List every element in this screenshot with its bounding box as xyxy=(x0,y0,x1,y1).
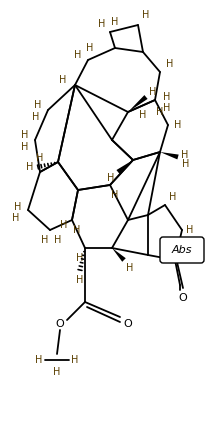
Text: H: H xyxy=(169,192,177,202)
Text: H: H xyxy=(139,110,147,120)
Polygon shape xyxy=(116,160,133,174)
Text: H: H xyxy=(14,202,22,212)
Text: H: H xyxy=(111,17,119,27)
Text: H: H xyxy=(111,190,119,200)
Text: H: H xyxy=(73,225,81,235)
Text: H: H xyxy=(60,220,68,230)
Text: O: O xyxy=(179,293,187,303)
Text: H: H xyxy=(36,153,44,163)
Text: H: H xyxy=(76,253,84,263)
Text: H: H xyxy=(76,275,84,285)
Text: H: H xyxy=(41,235,49,245)
Text: H: H xyxy=(12,213,20,223)
Text: H: H xyxy=(54,235,62,245)
Polygon shape xyxy=(160,152,179,159)
Text: H: H xyxy=(71,355,79,365)
Text: H: H xyxy=(107,173,115,183)
Text: H: H xyxy=(59,75,67,85)
Text: H: H xyxy=(181,150,189,160)
Text: H: H xyxy=(142,10,150,20)
Text: O: O xyxy=(56,319,64,329)
Text: H: H xyxy=(163,92,171,102)
Text: H: H xyxy=(126,263,134,273)
Text: H: H xyxy=(166,59,174,69)
Text: H: H xyxy=(163,103,171,113)
FancyBboxPatch shape xyxy=(160,237,204,263)
Text: H: H xyxy=(26,162,34,172)
Text: H: H xyxy=(182,159,190,169)
Text: H: H xyxy=(98,19,106,29)
Text: H: H xyxy=(74,50,82,60)
Text: H: H xyxy=(21,130,29,140)
Text: O: O xyxy=(124,319,132,329)
Text: Abs: Abs xyxy=(172,245,192,255)
Text: H: H xyxy=(86,43,94,53)
Text: H: H xyxy=(21,142,29,152)
Text: H: H xyxy=(35,355,43,365)
Text: H: H xyxy=(53,367,61,377)
Polygon shape xyxy=(128,95,148,112)
Text: H: H xyxy=(174,120,182,130)
Text: H: H xyxy=(32,112,40,122)
Text: H: H xyxy=(156,107,164,117)
Text: H: H xyxy=(186,225,194,235)
Polygon shape xyxy=(112,248,126,262)
Text: H: H xyxy=(149,87,157,97)
Text: H: H xyxy=(34,100,42,110)
